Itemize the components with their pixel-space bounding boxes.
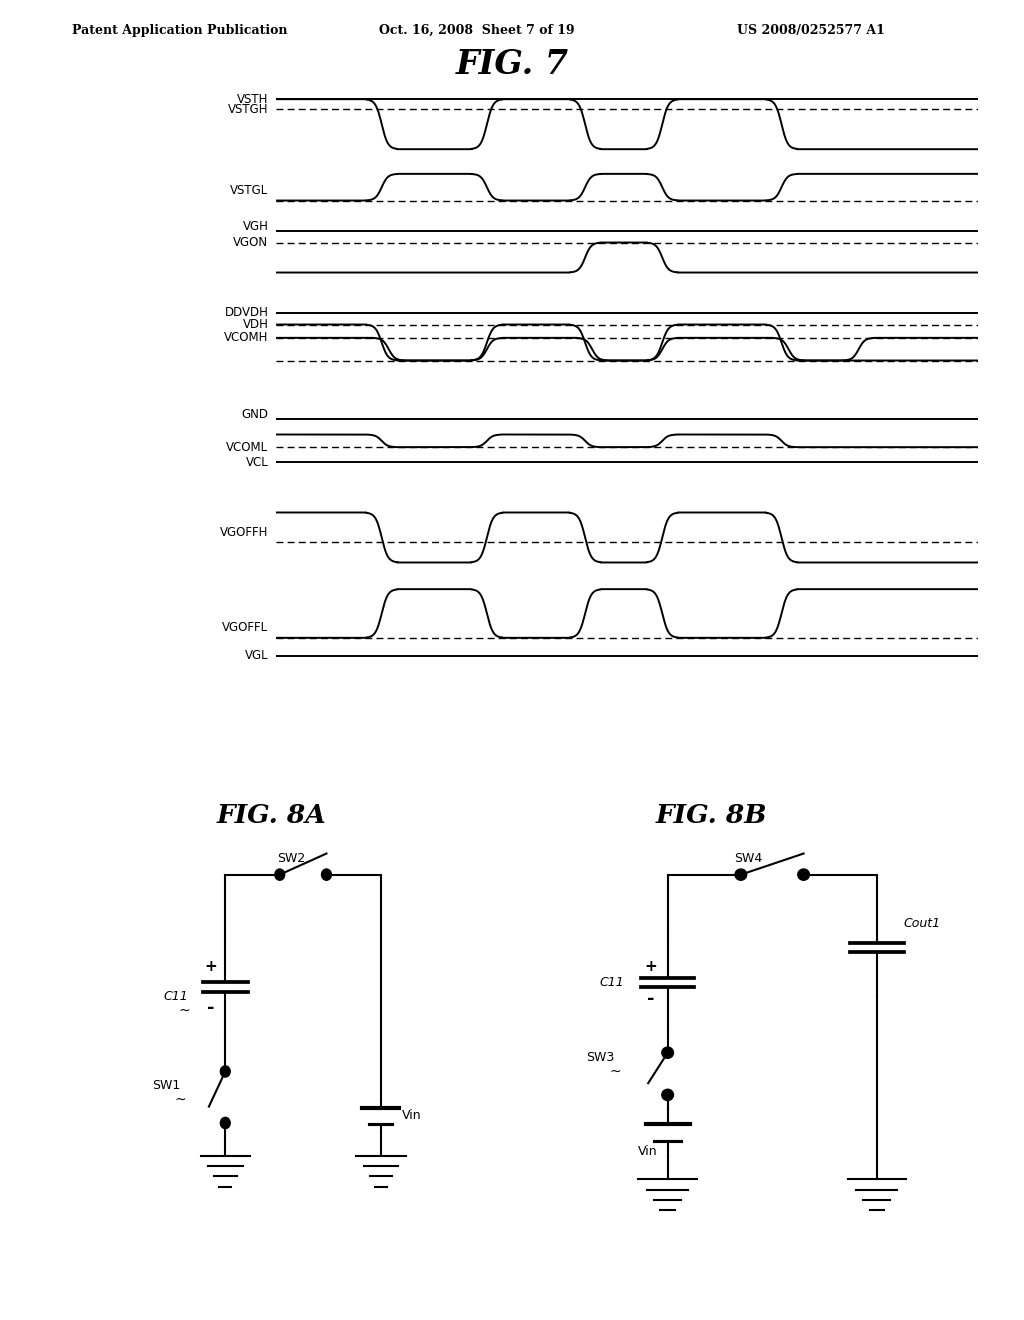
Text: FIG. 8B: FIG. 8B	[656, 803, 767, 828]
Text: -: -	[647, 990, 654, 1007]
Circle shape	[662, 1089, 674, 1101]
Text: SW1: SW1	[152, 1078, 180, 1092]
Text: VCOML: VCOML	[226, 441, 268, 454]
Text: US 2008/0252577 A1: US 2008/0252577 A1	[737, 24, 885, 37]
Circle shape	[735, 869, 746, 880]
Text: VCOMH: VCOMH	[224, 331, 268, 345]
Text: VDH: VDH	[243, 318, 268, 331]
Text: ~: ~	[610, 1064, 622, 1078]
Text: C11: C11	[599, 975, 624, 989]
Text: DDVDH: DDVDH	[224, 306, 268, 319]
Text: VCL: VCL	[246, 455, 268, 469]
Text: VGON: VGON	[233, 236, 268, 249]
Text: Cout1: Cout1	[903, 917, 941, 931]
Text: +: +	[644, 958, 657, 974]
Circle shape	[798, 869, 809, 880]
Text: FIG. 8A: FIG. 8A	[216, 803, 327, 828]
Circle shape	[322, 869, 332, 880]
Circle shape	[220, 1117, 230, 1129]
Circle shape	[220, 1065, 230, 1077]
Text: Vin: Vin	[401, 1110, 421, 1122]
Text: SW3: SW3	[586, 1051, 614, 1064]
Text: ~: ~	[175, 1093, 186, 1106]
Text: VSTGL: VSTGL	[230, 183, 268, 197]
Text: FIG. 7: FIG. 7	[456, 48, 568, 81]
Text: VGOFFL: VGOFFL	[222, 622, 268, 635]
Circle shape	[274, 869, 285, 880]
Circle shape	[662, 1047, 674, 1059]
Text: SW2: SW2	[276, 853, 305, 866]
Text: Vin: Vin	[638, 1144, 658, 1158]
Text: Patent Application Publication: Patent Application Publication	[72, 24, 287, 37]
Text: SW4: SW4	[734, 853, 762, 866]
Text: GND: GND	[242, 408, 268, 421]
Text: +: +	[205, 958, 217, 974]
Text: VSTGH: VSTGH	[227, 103, 268, 116]
Text: VGH: VGH	[243, 220, 268, 234]
Text: VGL: VGL	[245, 649, 268, 663]
Text: ~: ~	[179, 1003, 190, 1018]
Text: C11: C11	[164, 990, 188, 1003]
Text: VGOFFH: VGOFFH	[220, 525, 268, 539]
Text: VSTH: VSTH	[237, 92, 268, 106]
Text: Oct. 16, 2008  Sheet 7 of 19: Oct. 16, 2008 Sheet 7 of 19	[379, 24, 574, 37]
Text: -: -	[207, 999, 215, 1018]
